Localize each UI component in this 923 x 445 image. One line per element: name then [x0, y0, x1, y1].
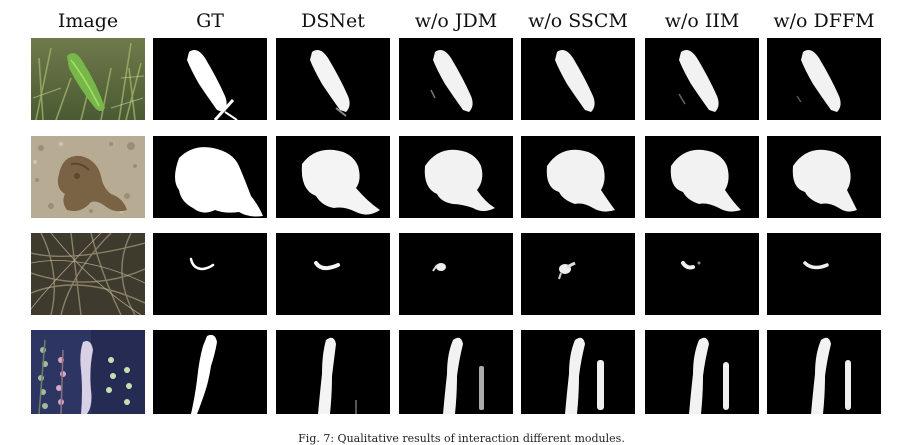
mask-wo-iim-row1 — [645, 38, 759, 120]
column-header-wo-sscm: w/o SSCM — [528, 10, 628, 32]
mask-wo-jdm-row4 — [399, 330, 513, 414]
mask-gt-row4 — [153, 330, 267, 414]
column-header-wo-dffm: w/o DFFM — [773, 10, 875, 32]
mask-dsnet-row2 — [276, 136, 390, 218]
mask-wo-iim-row2 — [645, 136, 759, 218]
mask-dsnet-row3 — [276, 233, 390, 315]
mask-wo-jdm-row3 — [399, 233, 513, 315]
input-image-seahorse — [31, 330, 145, 414]
mask-wo-jdm-row1 — [399, 38, 513, 120]
column-header-gt: GT — [196, 10, 224, 32]
figure-caption: Fig. 7: Qualitative results of interacti… — [298, 432, 625, 445]
column-header-image: Image — [57, 10, 119, 32]
mask-wo-dffm-row2 — [767, 136, 881, 218]
mask-dsnet-row4 — [276, 330, 390, 414]
column-header-wo-iim: w/o IIM — [664, 10, 740, 32]
mask-dsnet-row1 — [276, 38, 390, 120]
mask-wo-dffm-row3 — [767, 233, 881, 315]
input-image-seagrass — [31, 233, 145, 315]
column-header-wo-jdm: w/o JDM — [414, 10, 498, 32]
input-image-octopus — [31, 136, 145, 218]
mask-wo-sscm-row2 — [521, 136, 635, 218]
mask-gt-row2 — [153, 136, 267, 218]
mask-wo-dffm-row4 — [767, 330, 881, 414]
mask-wo-jdm-row2 — [399, 136, 513, 218]
mask-wo-sscm-row1 — [521, 38, 635, 120]
mask-wo-sscm-row4 — [521, 330, 635, 414]
mask-wo-dffm-row1 — [767, 38, 881, 120]
mask-wo-sscm-row3 — [521, 233, 635, 315]
input-image-leaf-fish — [31, 38, 145, 120]
mask-wo-iim-row3 — [645, 233, 759, 315]
mask-gt-row3 — [153, 233, 267, 315]
column-header-dsnet: DSNet — [301, 10, 365, 32]
mask-gt-row1 — [153, 38, 267, 120]
mask-wo-iim-row4 — [645, 330, 759, 414]
